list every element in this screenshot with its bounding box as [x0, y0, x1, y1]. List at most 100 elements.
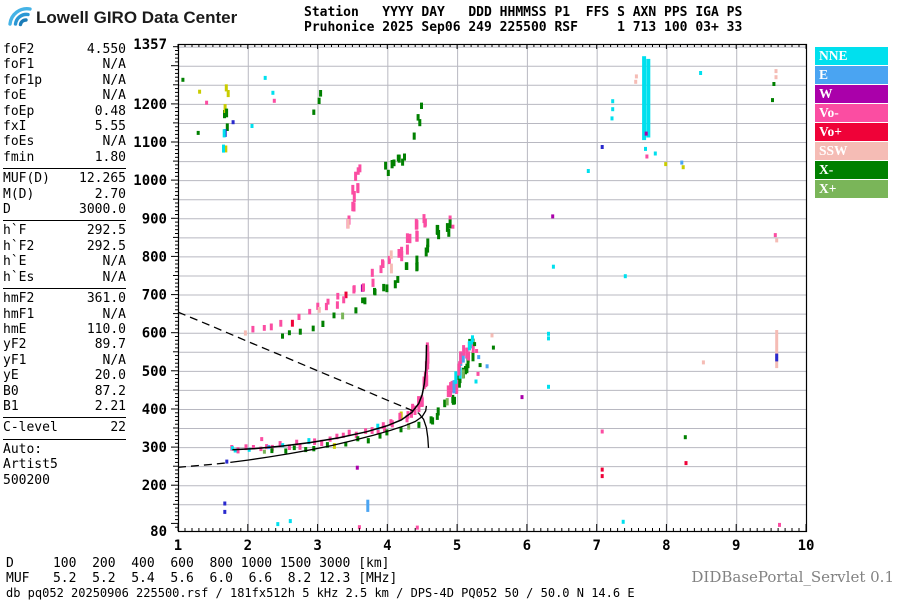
parameter-value: 2.70	[94, 186, 126, 202]
parameter-label: fxI	[3, 119, 27, 135]
panel-divider	[3, 220, 126, 222]
parameter-label: foF1p	[3, 72, 43, 88]
parameter-row: hmE 110.0	[3, 322, 126, 337]
panel-divider	[3, 288, 126, 290]
parameter-label: h`E	[3, 254, 27, 270]
giro-logo-icon	[6, 5, 34, 35]
parameter-row: hmF2 361.0	[3, 291, 126, 306]
parameter-value: N/A	[102, 134, 126, 150]
svg-text:4: 4	[383, 538, 391, 554]
parameter-label: foEp	[3, 103, 35, 119]
rfi-columns	[366, 56, 779, 512]
trace-x-cusp-spread-echoes	[446, 338, 475, 398]
legend-item-vo+: Vo+	[815, 123, 888, 141]
trace-high-x-sparse-b	[412, 102, 423, 140]
legend-item-e: E	[815, 66, 888, 84]
parameter-row: h`Es N/A	[3, 270, 126, 285]
parameter-label: foF2	[3, 42, 35, 57]
parameter-label: h`F2	[3, 238, 35, 254]
parameter-row: D 3000.0	[3, 202, 126, 217]
svg-text:800: 800	[142, 249, 167, 265]
parameter-label: fmin	[3, 149, 35, 165]
parameter-value: 89.7	[94, 337, 126, 353]
profile-extrapolated	[177, 462, 229, 468]
trace-f-trace-o-mode-1st-order	[230, 342, 430, 454]
parameter-label: hmF1	[3, 306, 35, 322]
parameter-label: hmF2	[3, 291, 35, 307]
parameter-row: h`E N/A	[3, 254, 126, 269]
parameter-label: MUF(D)	[3, 171, 50, 187]
parameter-value: 292.5	[86, 223, 126, 239]
svg-text:80: 80	[150, 524, 167, 540]
parameter-label: foE	[3, 88, 27, 104]
parameter-row: yF1 N/A	[3, 353, 126, 368]
artist-fitted-trace	[232, 344, 428, 451]
svg-text:8: 8	[662, 538, 670, 554]
parameter-value: 1.80	[94, 149, 126, 165]
parameter-row: h`F2 292.5	[3, 239, 126, 254]
parameter-value: N/A	[102, 88, 126, 104]
svg-text:700: 700	[142, 288, 167, 304]
parameter-row: Auto:	[3, 442, 126, 457]
scattered-echo-dots	[181, 69, 781, 530]
svg-text:1: 1	[174, 538, 182, 554]
plot-frame	[177, 43, 808, 533]
svg-text:1100: 1100	[133, 135, 167, 151]
parameter-label: 500200	[3, 472, 50, 488]
parameter-label: M(D)	[3, 186, 35, 202]
svg-text:10: 10	[798, 538, 815, 554]
plot-grid	[178, 44, 806, 531]
direction-legend: NNE E W Vo- Vo+ SSW X- X+	[815, 47, 888, 199]
parameter-label: Auto:	[3, 441, 43, 457]
parameter-value: N/A	[102, 254, 126, 270]
true-height-profile	[230, 405, 428, 464]
parameter-value: N/A	[102, 72, 126, 88]
parameter-row: C-level 22	[3, 420, 126, 435]
parameter-row: foEp 0.48	[3, 104, 126, 119]
parameter-value: N/A	[102, 269, 126, 285]
parameter-label: h`Es	[3, 269, 35, 285]
parameter-value: 5.55	[94, 119, 126, 135]
svg-text:200: 200	[142, 478, 167, 494]
svg-text:900: 900	[142, 211, 167, 227]
parameter-label: B0	[3, 383, 19, 399]
parameter-row: foF1p N/A	[3, 73, 126, 88]
panel-divider	[3, 168, 126, 170]
parameter-row: B0 87.2	[3, 384, 126, 399]
parameter-label: foEs	[3, 134, 35, 150]
parameter-label: hmE	[3, 321, 27, 337]
parameter-label: C-level	[3, 420, 58, 436]
legend-item-nne: NNE	[815, 47, 888, 65]
parameter-row: hmF1 N/A	[3, 307, 126, 322]
dmuf-table: D 100 200 400 600 800 1000 1500 3000 [km…	[6, 556, 398, 586]
parameter-row: foE N/A	[3, 88, 126, 103]
station-header: Station YYYY DAY DDD HHMMSS P1 FFS S AXN…	[304, 5, 743, 35]
parameter-value: 12.265	[79, 171, 126, 187]
legend-item-w: W	[815, 85, 888, 103]
parameter-row: foF1 N/A	[3, 57, 126, 72]
parameter-row: yF2 89.7	[3, 337, 126, 352]
parameter-row: yE 20.0	[3, 368, 126, 383]
trace-3rd-order-o-fragments	[346, 164, 362, 229]
analysis-lines	[177, 311, 430, 468]
servlet-version: DIDBasePortal_Servlet 0.1	[691, 568, 894, 586]
echo-traces	[222, 84, 475, 454]
y-axis-labels: 1357 1200 1100 1000 900 800 700 600 500 400 300 200…	[133, 37, 167, 540]
parameter-label: yE	[3, 368, 19, 384]
panel-divider	[3, 438, 126, 440]
svg-text:500: 500	[142, 364, 167, 380]
parameter-label: yF1	[3, 352, 27, 368]
svg-text:400: 400	[142, 402, 167, 418]
parameter-row: MUF(D) 12.265	[3, 171, 126, 186]
svg-text:300: 300	[142, 440, 167, 456]
legend-item-x-: X-	[815, 161, 888, 179]
status-line: db pq052 20250906 225500.rsf / 181fx512h…	[6, 586, 635, 600]
svg-text:600: 600	[142, 326, 167, 342]
parameter-row: 500200	[3, 473, 126, 488]
parameter-label: foF1	[3, 57, 35, 73]
parameter-label: h`F	[3, 223, 27, 239]
parameter-value: 2.21	[94, 398, 126, 414]
parameter-value: 20.0	[94, 368, 126, 384]
